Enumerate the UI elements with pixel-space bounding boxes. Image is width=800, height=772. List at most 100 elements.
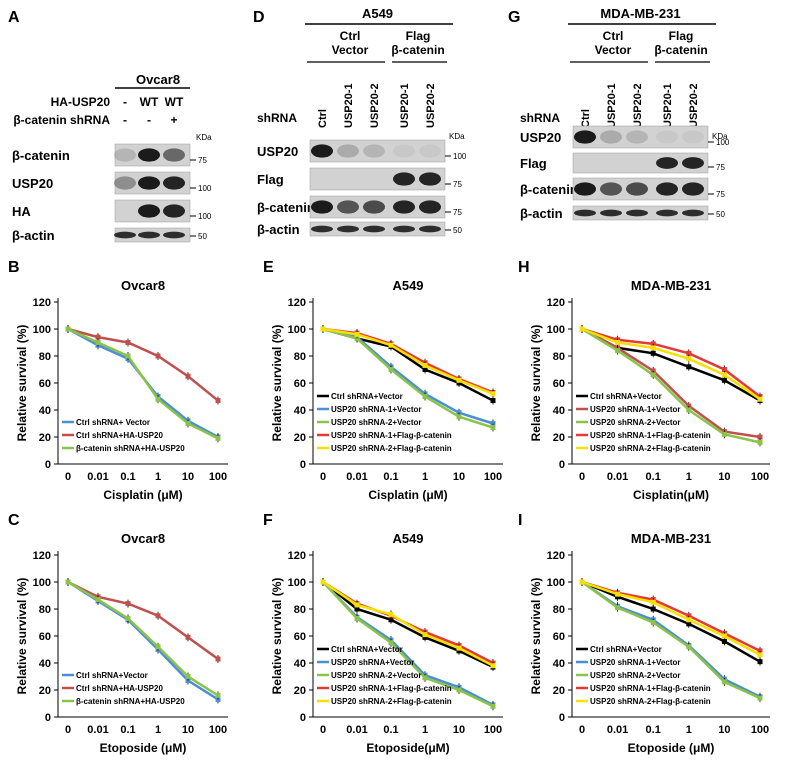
data-point [215, 692, 221, 698]
panel-letter-E: E [263, 259, 274, 276]
blot-A-band-label: HA [12, 204, 31, 219]
data-point [721, 679, 727, 685]
blot-G-strip [572, 125, 709, 149]
data-point [650, 620, 656, 625]
chart-title: MDA-MB-231 [631, 531, 711, 546]
x-axis-label: Cisplatin (μM) [368, 488, 447, 502]
blot-A-cell-value: - [147, 113, 151, 127]
series-line [67, 580, 219, 697]
data-point [721, 367, 727, 372]
x-axis-label: Etoposide(μM) [366, 741, 449, 755]
data-point [185, 634, 191, 640]
blot-D-band [419, 225, 441, 233]
blot-D-group-label: Vector [332, 43, 369, 57]
data-point [422, 632, 428, 638]
y-axis-label: Relative survival (%) [15, 325, 29, 442]
chart-C: C Ovcar8 0 20 40 60 80 100 120 0 0.01 0.1 1 10 100 Etop… [8, 512, 228, 755]
blot-A-band [138, 204, 160, 218]
blot-A-band-label: β-catenin [12, 148, 70, 163]
x-tick-label: 0.01 [607, 724, 628, 736]
y-tick-label: 20 [39, 432, 51, 444]
series-line [322, 327, 494, 395]
blot-G-lane-label: USP20-1 [606, 83, 618, 128]
y-axis-label: Relative survival (%) [270, 325, 284, 442]
y-tick-label: 20 [553, 432, 565, 444]
blot-D-band-label: Flag [257, 172, 284, 187]
y-tick-label: 120 [288, 297, 306, 309]
blot-D-shrna-label: shRNA [257, 111, 297, 125]
blot-A-band [138, 176, 160, 190]
x-tick-label: 100 [751, 724, 769, 736]
blot-A-band [163, 176, 185, 190]
data-point [95, 597, 101, 603]
series-line [581, 327, 761, 444]
blot-D-lane-label: USP20-1 [343, 83, 355, 128]
series-line [581, 580, 761, 700]
data-point [155, 353, 161, 359]
panel-letter-G: G [508, 9, 520, 26]
legend-entry: Ctrl shRNA+Vector [590, 645, 662, 654]
blot-A-kda-label: KDa [196, 133, 212, 142]
blot-D-lane-label: Ctrl [317, 109, 329, 128]
y-tick-label: 80 [39, 604, 51, 616]
y-tick-label: 40 [553, 658, 565, 670]
data-point [422, 362, 428, 368]
y-tick-label: 40 [39, 405, 51, 417]
legend-entry: Ctrl shRNA+ Vector [76, 418, 150, 427]
data-point [721, 633, 727, 639]
blot-G-band [600, 130, 622, 144]
legend-entry: USP20 shRNA-1+Flag-β-catenin [331, 431, 452, 440]
x-tick-label: 100 [484, 471, 502, 483]
data-point [155, 396, 161, 402]
blot-G-band-label: β-catenin [520, 182, 578, 197]
data-point [320, 579, 326, 585]
x-axis-label: Cisplatin (μM) [103, 488, 182, 502]
y-tick-label: 80 [294, 351, 306, 363]
y-tick-label: 120 [33, 297, 51, 309]
data-point [615, 591, 621, 597]
chart-title: A549 [392, 531, 423, 546]
x-tick-label: 0.01 [87, 724, 108, 736]
panel-letter-C: C [8, 512, 20, 529]
data-point [185, 674, 191, 679]
blot-D-band-label: β-actin [257, 222, 300, 237]
x-tick-label: 0 [320, 471, 326, 483]
x-tick-label: 100 [484, 724, 502, 736]
blot-D-cell-line: A549 [362, 6, 393, 21]
data-point [215, 696, 221, 702]
data-point [650, 372, 656, 378]
data-point [155, 644, 161, 650]
x-tick-label: 1 [422, 471, 428, 483]
blot-G-lane-label: USP20-2 [632, 83, 644, 128]
y-tick-label: 0 [300, 459, 306, 471]
data-point [686, 364, 692, 370]
blot-G-band [574, 130, 596, 144]
data-point [215, 398, 221, 404]
blot-D-band [337, 225, 359, 233]
data-point [456, 414, 462, 420]
data-point [686, 356, 692, 362]
y-tick-label: 20 [39, 685, 51, 697]
data-point [125, 615, 131, 621]
legend-entry: Ctrl shRNA+Vector [331, 392, 403, 401]
blot-A-band [138, 148, 160, 162]
blot-D-band [337, 144, 359, 158]
data-point [490, 663, 496, 669]
blot-D-marker: 100 [453, 152, 467, 161]
chart-title: MDA-MB-231 [631, 278, 711, 293]
blot-G-lane-label: Ctrl [580, 109, 592, 128]
blot-D-group-label: Ctrl [340, 29, 361, 43]
y-tick-label: 80 [294, 604, 306, 616]
blot-A-cell-value: + [170, 113, 177, 127]
y-tick-label: 100 [547, 577, 565, 589]
blot-G-band [600, 182, 622, 196]
y-tick-label: 60 [39, 378, 51, 390]
x-tick-label: 10 [182, 724, 194, 736]
x-axis-label: Cisplatin(μM) [633, 488, 709, 502]
legend-entry: USP20 shRNA-1+Flag-β-catenin [590, 431, 711, 440]
data-point [65, 579, 71, 585]
x-tick-label: 10 [718, 471, 730, 483]
legend-entry: USP20 shRNA-1+Flag-β-catenin [331, 684, 452, 693]
data-point [456, 410, 462, 416]
data-point [422, 675, 428, 681]
